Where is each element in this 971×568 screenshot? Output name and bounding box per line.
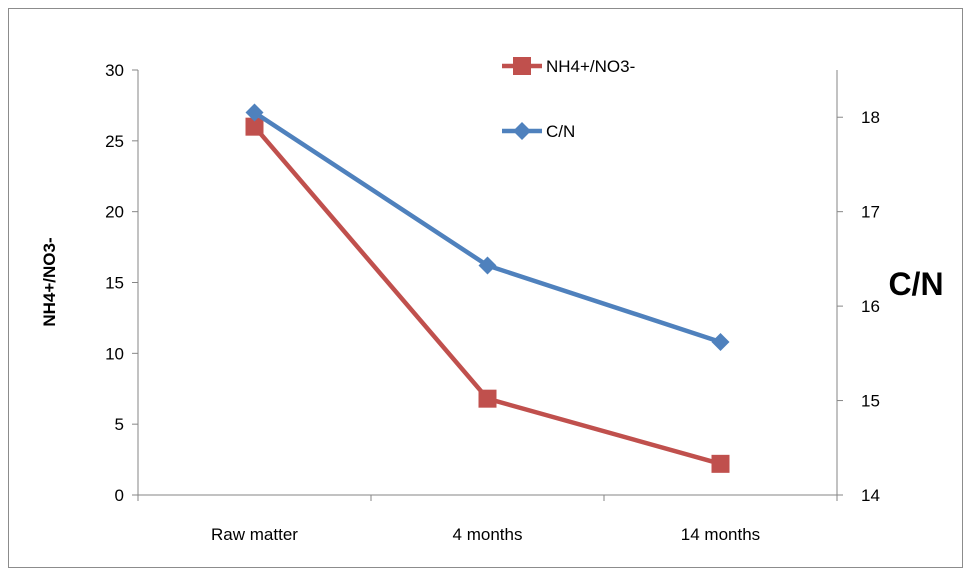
right-y-ticks: 14 15 16 17 18 [837,108,880,505]
legend-label-nh4-no3: NH4+/NO3- [546,57,635,76]
right-y-tick-label: 17 [861,203,880,222]
left-y-ticks: 0 5 10 15 20 25 30 [105,61,138,505]
left-y-tick-label: 15 [105,274,124,293]
x-tick-label: 4 months [453,525,523,544]
right-y-tick-label: 16 [861,297,880,316]
series-layer [245,103,730,473]
legend-marker-cn [513,122,531,140]
series-line-cn [253,110,722,345]
data-point-cn [478,256,497,275]
right-y-tick-label: 18 [861,108,880,127]
legend-label-cn: C/N [546,122,575,141]
data-point-nh4-no3 [478,389,497,408]
left-y-tick-label: 10 [105,344,124,363]
right-y-axis-label: C/N [888,266,943,302]
data-point-cn [245,103,264,122]
chart-frame [8,8,963,568]
left-y-tick-label: 30 [105,61,124,80]
data-point-nh4-no3 [245,117,264,136]
data-point-nh4-no3 [711,454,730,473]
left-y-tick-label: 0 [115,486,124,505]
left-y-tick-label: 5 [115,415,124,434]
legend: NH4+/NO3- C/N [502,57,635,141]
right-y-tick-label: 14 [861,486,880,505]
axes [137,70,838,496]
x-tick-label: Raw matter [211,525,298,544]
x-tick-label: 14 months [681,525,760,544]
right-y-tick-label: 15 [861,392,880,411]
chart-svg: 0 5 10 15 20 25 30 14 15 16 17 18 Raw matter 4 mont… [40,57,944,544]
left-y-axis-label: NH4+/NO3- [40,237,59,326]
series-line-nh4-no3 [252,125,722,467]
legend-marker-nh4-no3 [513,57,531,75]
left-y-tick-label: 25 [105,132,124,151]
data-point-cn [711,333,730,351]
left-y-tick-label: 20 [105,203,124,222]
x-ticks: Raw matter 4 months 14 months [137,495,838,544]
